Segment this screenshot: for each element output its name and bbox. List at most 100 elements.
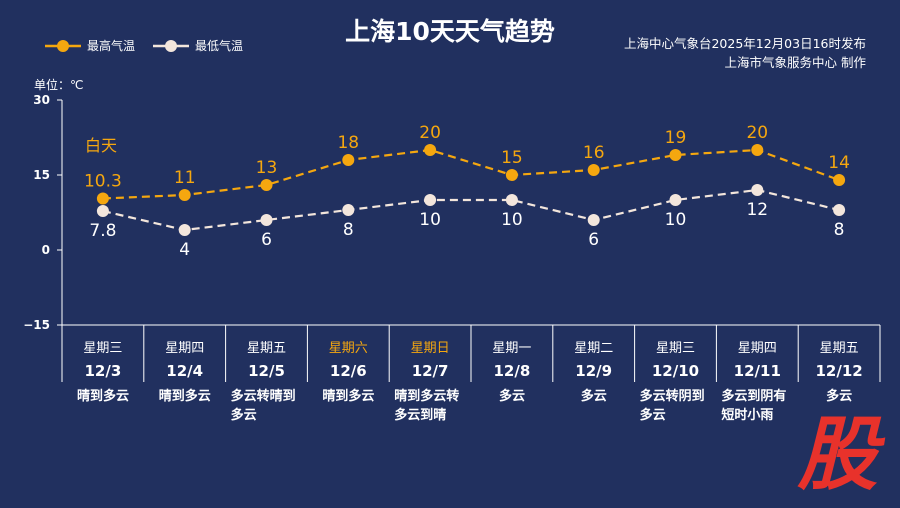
high-temp-point bbox=[260, 179, 273, 191]
weather-line: 多云转晴到 bbox=[230, 389, 296, 404]
high-temp-point bbox=[669, 149, 682, 161]
weather-line: 晴到多云 bbox=[76, 389, 129, 404]
high-temp-label: 15 bbox=[501, 148, 523, 168]
low-temp-label: 8 bbox=[343, 220, 354, 240]
low-temp-point bbox=[96, 205, 109, 217]
high-temp-point bbox=[833, 174, 846, 186]
date-label: 12/10 bbox=[652, 362, 699, 380]
low-temp-point bbox=[833, 204, 846, 216]
high-temp-point bbox=[96, 192, 109, 205]
high-temp-label: 20 bbox=[419, 123, 441, 143]
date-label: 12/11 bbox=[734, 362, 781, 380]
date-label: 12/12 bbox=[815, 362, 862, 380]
weather-line: 晴到多云 bbox=[322, 389, 375, 404]
daytime-label: 白天 bbox=[85, 136, 117, 155]
weather-line: 多云 bbox=[826, 389, 853, 404]
date-label: 12/8 bbox=[494, 362, 531, 380]
high-temp-point bbox=[505, 169, 518, 181]
weekday-label: 星期二 bbox=[574, 341, 613, 356]
weekday-label: 星期四 bbox=[738, 341, 777, 356]
weekday-label: 星期五 bbox=[247, 341, 286, 356]
legend-low-label: 最低气温 bbox=[195, 39, 244, 53]
low-temp-label: 10 bbox=[665, 210, 687, 230]
weather-line: 多云到晴 bbox=[394, 408, 447, 423]
high-temp-point bbox=[178, 189, 191, 201]
y-tick-label: 15 bbox=[33, 168, 50, 182]
source-line-2: 上海市气象服务中心 制作 bbox=[724, 55, 866, 70]
weather-description: 晴到多云 bbox=[307, 387, 389, 406]
low-temp-label: 7.8 bbox=[89, 221, 116, 241]
legend-high-marker-icon bbox=[45, 39, 81, 52]
low-temp-point bbox=[178, 224, 191, 236]
weather-line: 短时小雨 bbox=[721, 408, 774, 423]
stamp-logo: 股 bbox=[797, 408, 878, 501]
low-temp-label: 10 bbox=[501, 210, 523, 230]
weekday-label: 星期五 bbox=[820, 341, 859, 356]
weather-line: 多云 bbox=[639, 408, 666, 423]
low-temp-label: 6 bbox=[588, 230, 599, 250]
weather-description: 多云 bbox=[553, 387, 635, 406]
weekday-label: 星期六 bbox=[329, 341, 368, 356]
high-temp-line bbox=[102, 148, 840, 200]
low-temp-point bbox=[669, 194, 682, 206]
low-temp-point bbox=[424, 194, 437, 206]
weekday-label: 星期四 bbox=[165, 341, 204, 356]
weather-line: 多云 bbox=[580, 389, 607, 404]
high-temp-label: 11 bbox=[174, 168, 196, 188]
high-temp-point bbox=[424, 144, 437, 156]
weather-description: 多云到阴有 短时小雨 bbox=[716, 387, 803, 425]
weather-line: 晴到多云 bbox=[158, 389, 211, 404]
low-temp-line bbox=[102, 188, 840, 232]
date-label: 12/9 bbox=[575, 362, 612, 380]
weather-line: 晴到多云转 bbox=[394, 389, 460, 404]
high-temp-point bbox=[342, 154, 355, 166]
high-temp-point bbox=[751, 144, 764, 156]
weekday-label: 星期一 bbox=[492, 341, 531, 356]
low-temp-point bbox=[751, 184, 764, 196]
legend-high: 最高气温 bbox=[45, 37, 135, 54]
legend: 最高气温 最低气温 bbox=[45, 37, 243, 54]
low-temp-point bbox=[587, 214, 600, 226]
weather-description: 晴到多云 bbox=[62, 387, 144, 406]
weather-line: 多云 bbox=[498, 389, 525, 404]
weekday-label: 星期三 bbox=[83, 341, 122, 356]
low-temp-label: 8 bbox=[834, 220, 845, 240]
high-temp-label: 13 bbox=[256, 158, 278, 178]
low-temp-point bbox=[260, 214, 273, 226]
source-info: 上海中心气象台2025年12月03日16时发布 上海市气象服务中心 制作 bbox=[624, 34, 866, 72]
weekday-label: 星期日 bbox=[411, 341, 450, 356]
weather-description: 晴到多云转 多云到晴 bbox=[389, 387, 476, 425]
low-temp-label: 12 bbox=[746, 200, 768, 220]
weather-line: 多云 bbox=[230, 408, 257, 423]
high-temp-point bbox=[587, 164, 600, 176]
y-tick-label: −15 bbox=[23, 318, 50, 332]
weather-description: 多云 bbox=[798, 387, 880, 406]
high-temp-label: 20 bbox=[746, 123, 768, 143]
weather-description: 多云转晴到 多云 bbox=[226, 387, 313, 425]
low-temp-point bbox=[505, 194, 518, 206]
date-label: 12/7 bbox=[412, 362, 449, 380]
low-temp-label: 4 bbox=[179, 240, 190, 260]
y-tick-label: 30 bbox=[33, 93, 50, 107]
high-temp-label: 18 bbox=[337, 133, 359, 153]
weather-line: 多云到阴有 bbox=[721, 389, 787, 404]
high-temp-label: 14 bbox=[828, 153, 850, 173]
low-temp-label: 10 bbox=[419, 210, 441, 230]
weather-description: 晴到多云 bbox=[144, 387, 226, 406]
legend-high-label: 最高气温 bbox=[87, 39, 136, 53]
high-temp-label: 16 bbox=[583, 143, 605, 163]
unit-label: 单位：℃ bbox=[34, 78, 84, 92]
date-label: 12/3 bbox=[85, 362, 122, 380]
weather-description: 多云 bbox=[471, 387, 553, 406]
page-title: 上海10天天气趋势 bbox=[345, 17, 555, 46]
low-temp-point bbox=[342, 204, 355, 216]
high-temp-label: 10.3 bbox=[84, 172, 122, 192]
source-line-1: 上海中心气象台2025年12月03日16时发布 bbox=[623, 36, 866, 51]
legend-low-marker-icon bbox=[153, 39, 190, 52]
y-tick-label: 0 bbox=[42, 243, 50, 257]
legend-low: 最低气温 bbox=[153, 37, 243, 54]
weather-line: 多云转阴到 bbox=[639, 389, 705, 404]
date-label: 12/6 bbox=[330, 362, 367, 380]
high-temp-label: 19 bbox=[665, 128, 687, 148]
